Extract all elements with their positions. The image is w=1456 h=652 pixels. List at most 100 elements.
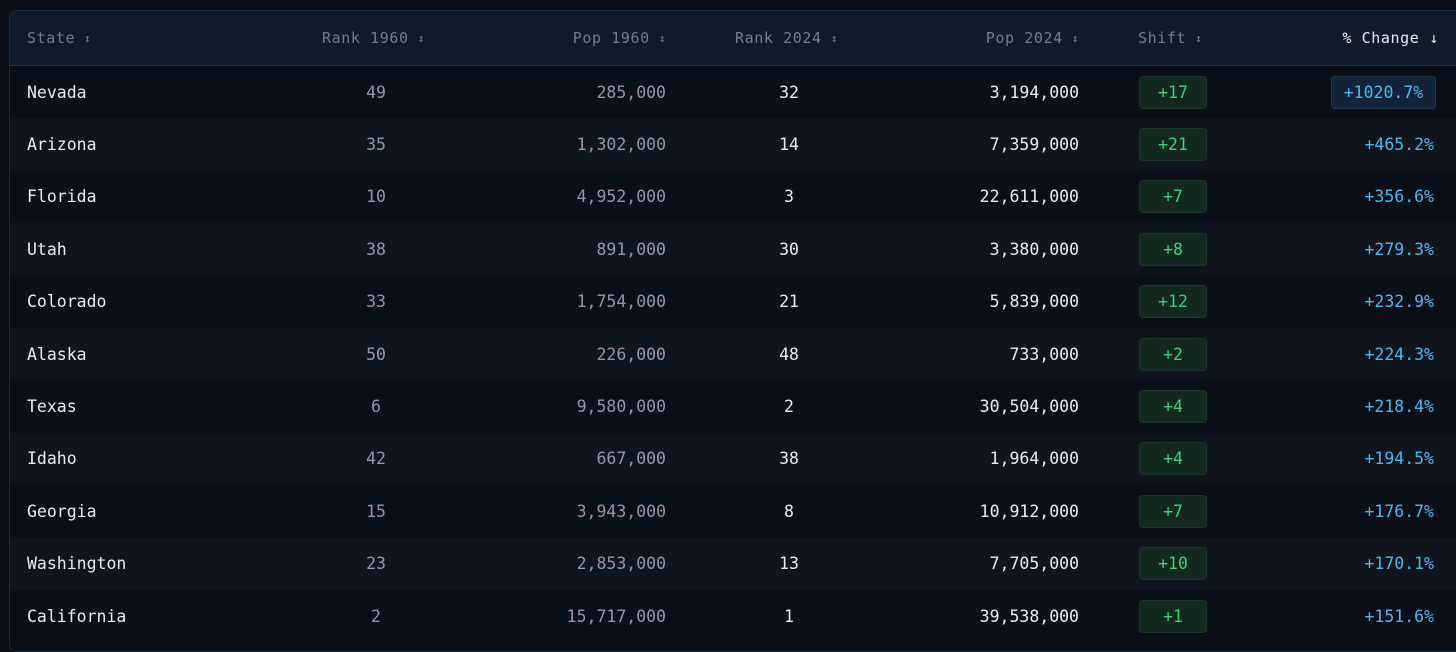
- column-header-rank-2024-label: Rank 2024: [735, 29, 822, 47]
- shift-cell: +17: [1116, 66, 1230, 118]
- sort-icon: ↕: [658, 31, 666, 45]
- column-header-pop-1960[interactable]: Pop 1960 ↕: [480, 11, 666, 65]
- column-header-rank-2024[interactable]: Rank 2024 ↕: [735, 11, 865, 65]
- pct-change-value: +279.3%: [1364, 239, 1434, 259]
- rank-2024-cell: 32: [779, 82, 799, 102]
- pop-1960-cell: 15,717,000: [566, 606, 666, 626]
- shift-cell: +1: [1116, 590, 1230, 642]
- rank-1960-cell: 50: [366, 344, 386, 364]
- column-header-pop-1960-label: Pop 1960: [572, 29, 650, 47]
- rank-1960-cell: 38: [366, 239, 386, 259]
- table-body: Nevada 49 285,000 32 3,194,000 +17 +1020.7% Ari…: [10, 66, 1456, 643]
- shift-badge: +4: [1139, 442, 1207, 476]
- shift-cell: +2: [1116, 328, 1230, 380]
- sort-icon: ↕: [1071, 31, 1079, 45]
- pct-change-cell: +170.1%: [1250, 538, 1436, 590]
- pop-1960-cell: 667,000: [596, 449, 666, 469]
- rank-1960-cell: 2: [371, 606, 381, 626]
- pct-change-cell: +465.2%: [1250, 118, 1436, 170]
- table-row[interactable]: Alaska 50 226,000 48 733,000 +2 +224.3%: [10, 327, 1456, 381]
- shift-cell: +12: [1116, 276, 1230, 328]
- pop-2024-cell: 22,611,000: [979, 187, 1079, 207]
- pop-1960-cell: 226,000: [596, 344, 666, 364]
- shift-cell: +4: [1116, 380, 1230, 432]
- state-name-cell: Washington: [27, 554, 127, 574]
- pct-change-value: +170.1%: [1364, 554, 1434, 574]
- pop-1960-cell: 4,952,000: [576, 187, 666, 207]
- pct-change-cell: +151.6%: [1250, 590, 1436, 642]
- column-header-pop-2024[interactable]: Pop 2024 ↕: [890, 11, 1079, 65]
- table-container: State ↕ Rank 1960 ↕ Pop 1960 ↕ Rank 2024…: [9, 10, 1456, 652]
- pct-change-cell: +194.5%: [1250, 433, 1436, 485]
- column-header-pct-change[interactable]: % Change ↓: [1250, 11, 1439, 65]
- table-row[interactable]: Colorado 33 1,754,000 21 5,839,000 +12 +232.9%: [10, 275, 1456, 328]
- state-name-cell: Colorado: [27, 292, 107, 312]
- table-row[interactable]: Idaho 42 667,000 38 1,964,000 +4 +194.5%: [10, 432, 1456, 486]
- rank-1960-cell: 6: [371, 397, 381, 417]
- pop-2024-cell: 3,194,000: [989, 82, 1079, 102]
- rank-2024-cell: 38: [779, 449, 799, 469]
- state-name-cell: Utah: [27, 239, 67, 259]
- sort-icon: ↕: [830, 31, 838, 45]
- pop-1960-cell: 2,853,000: [576, 554, 666, 574]
- state-name-cell: Alaska: [27, 344, 87, 364]
- sort-icon: ↕: [1195, 31, 1203, 45]
- pop-1960-cell: 1,302,000: [576, 135, 666, 155]
- rank-2024-cell: 21: [779, 292, 799, 312]
- sort-icon: ↕: [84, 31, 92, 45]
- pct-change-value: +151.6%: [1364, 606, 1434, 626]
- pct-change-highlight: +1020.7%: [1331, 75, 1436, 109]
- sort-descending-icon: ↓: [1429, 29, 1439, 47]
- rank-2024-cell: 14: [779, 135, 799, 155]
- pop-2024-cell: 10,912,000: [979, 501, 1079, 521]
- column-header-pct-change-label: % Change: [1342, 29, 1420, 47]
- rank-2024-cell: 30: [779, 239, 799, 259]
- state-name-cell: Florida: [27, 187, 97, 207]
- shift-badge: +7: [1139, 494, 1207, 528]
- state-name-cell: California: [27, 606, 127, 626]
- table-row[interactable]: Georgia 15 3,943,000 8 10,912,000 +7 +176.7%: [10, 485, 1456, 538]
- pop-2024-cell: 5,839,000: [989, 292, 1079, 312]
- column-header-state[interactable]: State ↕: [27, 11, 247, 65]
- pct-change-cell: +232.9%: [1250, 276, 1436, 328]
- shift-badge: +21: [1139, 128, 1207, 162]
- shift-cell: +8: [1116, 223, 1230, 275]
- column-header-shift[interactable]: Shift ↕: [1138, 11, 1238, 65]
- rank-2024-cell: 13: [779, 554, 799, 574]
- column-header-rank-1960[interactable]: Rank 1960 ↕: [322, 11, 432, 65]
- pop-2024-cell: 3,380,000: [989, 239, 1079, 259]
- rank-1960-cell: 10: [366, 187, 386, 207]
- data-table: State ↕ Rank 1960 ↕ Pop 1960 ↕ Rank 2024…: [10, 11, 1456, 643]
- pct-change-value: +218.4%: [1364, 397, 1434, 417]
- table-row[interactable]: California 2 15,717,000 1 39,538,000 +1 +151.6…: [10, 589, 1456, 643]
- pct-change-cell: +279.3%: [1250, 223, 1436, 275]
- table-row[interactable]: Arizona 35 1,302,000 14 7,359,000 +21 +465.2%: [10, 118, 1456, 171]
- rank-1960-cell: 15: [366, 501, 386, 521]
- state-name-cell: Texas: [27, 397, 77, 417]
- shift-badge: +2: [1139, 337, 1207, 371]
- rank-1960-cell: 23: [366, 554, 386, 574]
- pop-2024-cell: 1,964,000: [989, 449, 1079, 469]
- table-row[interactable]: Texas 6 9,580,000 2 30,504,000 +4 +218.4%: [10, 380, 1456, 433]
- table-row[interactable]: Nevada 49 285,000 32 3,194,000 +17 +1020.7%: [10, 66, 1456, 119]
- shift-badge: +10: [1139, 547, 1207, 581]
- state-name-cell: Arizona: [27, 135, 97, 155]
- table-header: State ↕ Rank 1960 ↕ Pop 1960 ↕ Rank 2024…: [10, 11, 1456, 66]
- pop-1960-cell: 891,000: [596, 239, 666, 259]
- table-row[interactable]: Florida 10 4,952,000 3 22,611,000 +7 +356.6%: [10, 170, 1456, 224]
- column-header-pop-2024-label: Pop 2024: [985, 29, 1063, 47]
- pct-change-cell: +1020.7%: [1250, 66, 1436, 118]
- pct-change-cell: +176.7%: [1250, 485, 1436, 537]
- table-row[interactable]: Utah 38 891,000 30 3,380,000 +8 +279.3%: [10, 223, 1456, 276]
- shift-badge: +8: [1139, 232, 1207, 266]
- pop-2024-cell: 39,538,000: [979, 606, 1079, 626]
- pop-2024-cell: 7,359,000: [989, 135, 1079, 155]
- shift-cell: +7: [1116, 485, 1230, 537]
- rank-1960-cell: 49: [366, 82, 386, 102]
- shift-cell: +7: [1116, 171, 1230, 223]
- column-header-rank-1960-label: Rank 1960: [322, 29, 409, 47]
- pct-change-value: +465.2%: [1364, 135, 1434, 155]
- table-row[interactable]: Washington 23 2,853,000 13 7,705,000 +10 +170.…: [10, 537, 1456, 590]
- shift-badge: +1: [1139, 599, 1207, 633]
- pct-change-value: +194.5%: [1364, 449, 1434, 469]
